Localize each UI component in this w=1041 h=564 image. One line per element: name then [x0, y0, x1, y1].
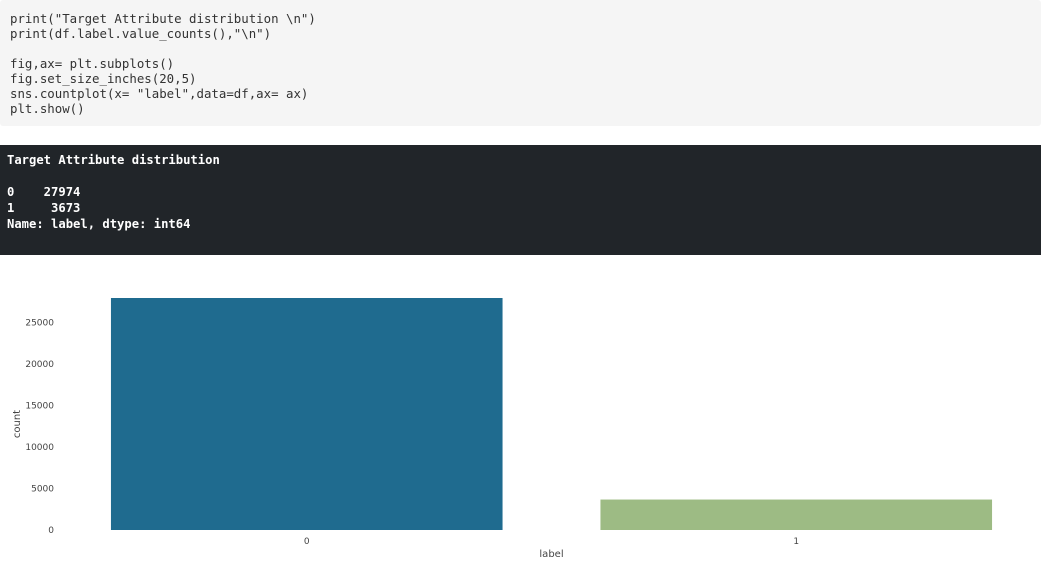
x-tick-label: 0: [304, 537, 310, 547]
output-line: Name: label, dtype: int64: [7, 217, 191, 231]
code-line: print("Target Attribute distribution \n"…: [10, 11, 316, 26]
y-axis-label: count: [12, 410, 23, 438]
output-line: Target Attribute distribution: [7, 153, 220, 167]
code-line: [10, 41, 1031, 56]
output-line: 1 3673: [7, 201, 81, 215]
code-cell[interactable]: print("Target Attribute distribution \n"…: [0, 0, 1041, 126]
x-axis-label: label: [539, 549, 563, 560]
y-tick-label: 5000: [31, 485, 54, 495]
y-tick-label: 15000: [25, 402, 54, 412]
bar-0: [110, 298, 503, 530]
output-line: [7, 168, 1034, 184]
code-line: plt.show(): [10, 101, 85, 116]
code-line: fig.set_size_inches(20,5): [10, 71, 197, 86]
x-tick-label: 1: [793, 537, 799, 547]
count-plot: 0 1 0 5000 10000 15000 20000 25000 label count: [0, 270, 1041, 564]
y-tick-label: 20000: [25, 360, 54, 370]
output-cell: Target Attribute distribution 0 27974 1 …: [0, 145, 1041, 255]
code-line: fig,ax= plt.subplots(): [10, 56, 175, 71]
count-plot-svg: 0 1 0 5000 10000 15000 20000 25000 label count: [12, 298, 993, 560]
y-tick-label: 0: [48, 526, 54, 536]
output-line: 0 27974: [7, 185, 81, 199]
y-tick-label: 25000: [25, 319, 54, 329]
code-line: print(df.label.value_counts(),"\n"): [10, 26, 272, 41]
code-line: sns.countplot(x= "label",data=df,ax= ax): [10, 86, 309, 101]
y-tick-label: 10000: [25, 443, 54, 453]
bar-1: [600, 499, 993, 530]
